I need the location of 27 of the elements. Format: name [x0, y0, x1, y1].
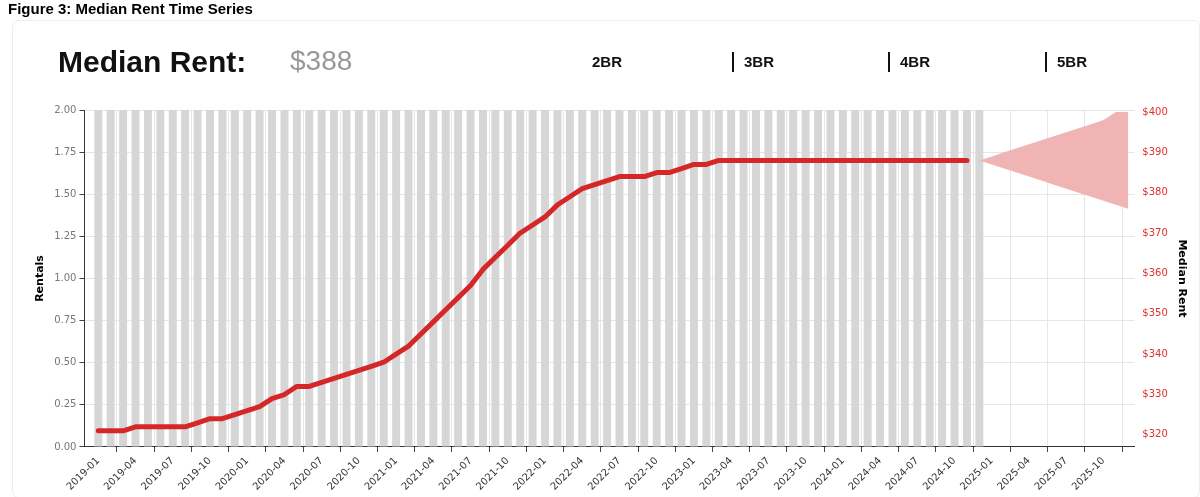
- y-tick-label: 1.25: [54, 229, 77, 241]
- y2-tick-label: $330: [1142, 388, 1168, 400]
- chart-title: Figure 3: Median Rent Time Series: [8, 0, 253, 17]
- y2-tick-label: $340: [1142, 347, 1168, 359]
- y-tick-label: 0.50: [54, 356, 77, 368]
- y2-axis-title: Median Rent: [1175, 239, 1189, 318]
- y-tick-label: 1.75: [54, 145, 77, 157]
- y-axis-title: Rentals: [33, 254, 47, 302]
- y2-tick-label: $360: [1142, 267, 1168, 279]
- y-tick-label: 0.00: [54, 440, 77, 452]
- y-tick-label: 0.75: [54, 314, 77, 326]
- chart-subtitle: Median Rent:: [58, 45, 247, 79]
- y-tick-label: 2.00: [54, 103, 77, 115]
- y2-tick-label: $320: [1142, 428, 1168, 440]
- text: 4BR: [888, 52, 931, 72]
- y-tick-label: 0.25: [54, 398, 77, 410]
- text: 5BR: [1045, 52, 1088, 72]
- y-tick-label: 1.50: [54, 187, 77, 199]
- y2-tick-label: $400: [1142, 105, 1168, 117]
- text: 2BR: [591, 52, 623, 72]
- y2-tick-label: $350: [1142, 307, 1168, 319]
- y-tick-label: 1.00: [54, 272, 77, 284]
- y2-tick-label: $370: [1142, 226, 1168, 238]
- text: $388: [290, 45, 353, 77]
- y2-tick-label: $390: [1142, 145, 1168, 157]
- text: 3BR: [732, 52, 775, 72]
- y2-tick-label: $380: [1142, 186, 1168, 198]
